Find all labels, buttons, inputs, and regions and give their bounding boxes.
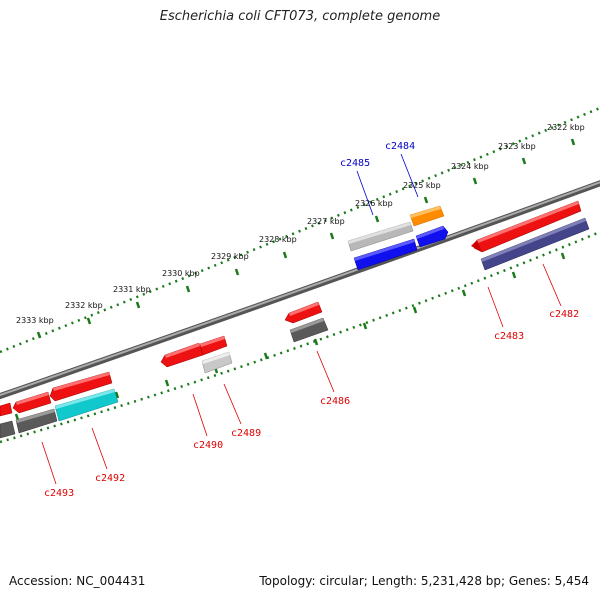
gene-c2482	[480, 217, 590, 271]
scale-label-2330: 2330 kbp	[162, 269, 200, 278]
scale-label-2326: 2326 kbp	[355, 199, 393, 208]
gene-label-c2490: c2490	[193, 440, 223, 451]
accession-text: Accession: NC_004431	[9, 574, 146, 588]
genome-summary-text: Topology: circular; Length: 5,231,428 bp…	[259, 574, 589, 588]
reverse-leaders	[41, 263, 562, 485]
gene-c2493	[15, 408, 58, 434]
scale-label-2327: 2327 kbp	[307, 217, 345, 226]
forward-gene-labels: c2485 c2484	[340, 141, 415, 169]
scale-label-2329: 2329 kbp	[211, 252, 249, 261]
gene-label-c2482: c2482	[549, 309, 579, 320]
forward-leaders	[356, 153, 419, 216]
forward-genes	[347, 205, 449, 271]
scale-label-2328: 2328 kbp	[259, 235, 297, 244]
gene-edge-gray	[0, 420, 16, 439]
gene-label-c2493: c2493	[44, 488, 74, 499]
scale-label-2331: 2331 kbp	[113, 285, 151, 294]
gene-c2492-red	[49, 371, 113, 402]
outer-major-ticks	[36, 138, 576, 339]
gene-label-c2486: c2486	[320, 396, 350, 407]
gene-c2492	[54, 388, 119, 422]
outer-tick-line	[0, 106, 600, 354]
gene-label-c2483: c2483	[494, 331, 524, 342]
reverse-gene-labels: c2482 c2483 c2486 c2489 c2490 c2492 c249…	[44, 309, 579, 499]
gene-label-c2492: c2492	[95, 473, 125, 484]
gene-forward-blue-a	[353, 238, 418, 271]
gene-label-c2485: c2485	[340, 158, 370, 169]
map-title: Escherichia coli CFT073, complete genome	[159, 9, 441, 24]
gene-c2489-red	[199, 335, 228, 356]
scale-label-2323: 2323 kbp	[498, 142, 536, 151]
scale-labels: 2322 kbp 2323 kbp 2324 kbp 2325 kbp 2326…	[16, 123, 585, 325]
scale-label-2322: 2322 kbp	[547, 123, 585, 132]
inner-major-ticks	[14, 252, 566, 421]
reverse-genes	[0, 200, 590, 439]
gene-label-c2484: c2484	[385, 141, 415, 152]
scale-label-2333: 2333 kbp	[16, 316, 54, 325]
scale-label-2332: 2332 kbp	[65, 301, 103, 310]
gene-edge-red	[0, 402, 13, 417]
gene-c2490	[160, 342, 204, 368]
gene-label-c2489: c2489	[231, 428, 261, 439]
scale-label-2325: 2325 kbp	[403, 181, 441, 190]
scale-label-2324: 2324 kbp	[451, 162, 489, 171]
